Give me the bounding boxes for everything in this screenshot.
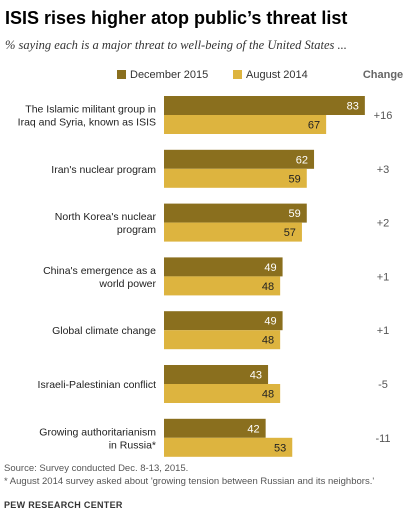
value-label-dec-2015: 59 <box>289 208 301 220</box>
category-label: Global climate change <box>52 325 156 337</box>
bar-dec-2015 <box>164 311 283 331</box>
source-note: Source: Survey conducted Dec. 8-13, 2015… <box>4 463 189 474</box>
change-value: +1 <box>377 271 390 283</box>
value-label-aug-2014: 53 <box>274 442 286 454</box>
bar-aug-2014 <box>164 437 293 457</box>
category-label: Israeli-Palestinian conflict <box>38 379 157 391</box>
category-label: Iran's nuclear program <box>51 164 156 176</box>
change-value: +16 <box>374 110 393 122</box>
legend-label-dec-2015: December 2015 <box>130 69 208 81</box>
bar-chart: December 2015 August 2014 Change The Islami… <box>18 69 403 457</box>
value-label-aug-2014: 67 <box>308 120 320 132</box>
value-label-aug-2014: 48 <box>262 335 274 347</box>
category-label: China's emergence as a <box>43 265 156 277</box>
bar-aug-2014 <box>164 384 281 403</box>
value-label-dec-2015: 83 <box>347 101 359 113</box>
footnote: * August 2014 survey asked about 'growin… <box>4 476 375 487</box>
value-label-dec-2015: 62 <box>296 154 308 166</box>
change-value: -5 <box>378 379 388 391</box>
value-label-aug-2014: 57 <box>284 227 296 239</box>
category-label: world power <box>98 278 156 290</box>
chart-notes: Source: Survey conducted Dec. 8-13, 2015… <box>4 462 374 488</box>
value-label-aug-2014: 48 <box>262 389 274 401</box>
bar-dec-2015 <box>164 203 307 223</box>
category-label: The Islamic militant group in <box>25 104 156 116</box>
category-label: program <box>117 224 156 236</box>
legend-swatch-dec-2015 <box>117 70 126 79</box>
category-label: in Russia* <box>109 439 156 451</box>
bar-dec-2015 <box>164 257 283 277</box>
bar-dec-2015 <box>164 149 315 169</box>
change-column-header: Change <box>363 69 403 81</box>
legend-swatch-aug-2014 <box>233 70 242 79</box>
bar-dec-2015 <box>164 365 269 384</box>
category-label: Iraq and Syria, known as ISIS <box>18 117 156 129</box>
value-label-dec-2015: 49 <box>264 262 276 274</box>
legend-label-aug-2014: August 2014 <box>246 69 308 81</box>
bar-aug-2014 <box>164 168 307 188</box>
value-label-aug-2014: 48 <box>262 281 274 293</box>
organization-credit: PEW RESEARCH CENTER <box>4 500 123 510</box>
value-label-dec-2015: 43 <box>250 370 262 382</box>
bar-dec-2015 <box>164 96 365 115</box>
chart-title: ISIS rises higher atop public’s threat l… <box>5 8 348 28</box>
change-value: -11 <box>375 433 390 445</box>
change-value: +1 <box>377 325 390 337</box>
change-value: +3 <box>377 164 390 176</box>
bar-aug-2014 <box>164 222 302 242</box>
bar-aug-2014 <box>164 276 281 296</box>
value-label-aug-2014: 59 <box>289 173 301 185</box>
bar-aug-2014 <box>164 330 281 350</box>
category-label: Growing authoritarianism <box>39 426 156 438</box>
value-label-dec-2015: 49 <box>264 316 276 328</box>
category-label: North Korea's nuclear <box>55 211 157 223</box>
chart-subtitle: % saying each is a major threat to well-… <box>5 38 347 52</box>
change-value: +2 <box>377 218 390 230</box>
bar-dec-2015 <box>164 418 266 438</box>
value-label-dec-2015: 42 <box>247 423 259 435</box>
bar-aug-2014 <box>164 115 327 134</box>
